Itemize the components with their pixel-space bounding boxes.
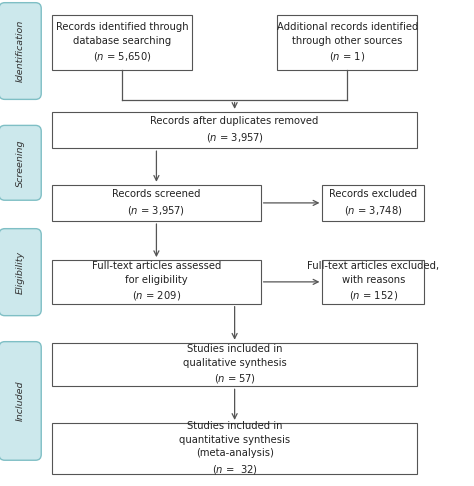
- Text: Eligibility: Eligibility: [16, 251, 25, 294]
- FancyBboxPatch shape: [0, 3, 41, 100]
- Text: Included: Included: [16, 381, 25, 421]
- FancyBboxPatch shape: [0, 229, 41, 316]
- FancyBboxPatch shape: [0, 342, 41, 460]
- FancyBboxPatch shape: [322, 185, 424, 221]
- Text: Full-text articles excluded,
with reasons
($n$ = 152): Full-text articles excluded, with reason…: [307, 261, 439, 302]
- FancyBboxPatch shape: [52, 15, 192, 70]
- FancyBboxPatch shape: [52, 260, 261, 304]
- Text: Studies included in
qualitative synthesis
($n$ = 57): Studies included in qualitative synthesi…: [183, 344, 286, 385]
- Text: Records excluded
($n$ = 3,748): Records excluded ($n$ = 3,748): [329, 189, 417, 217]
- Text: Screening: Screening: [16, 139, 25, 187]
- FancyBboxPatch shape: [277, 15, 417, 70]
- Text: Identification: Identification: [16, 20, 25, 82]
- FancyBboxPatch shape: [52, 185, 261, 221]
- Text: Records after duplicates removed
($n$ = 3,957): Records after duplicates removed ($n$ = …: [150, 116, 319, 144]
- FancyBboxPatch shape: [52, 112, 417, 148]
- FancyBboxPatch shape: [52, 423, 417, 474]
- FancyBboxPatch shape: [322, 260, 424, 304]
- Text: Studies included in
quantitative synthesis
(meta-analysis)
($n$ =  32): Studies included in quantitative synthes…: [179, 421, 290, 476]
- Text: Additional records identified
through other sources
($n$ = 1): Additional records identified through ot…: [276, 22, 418, 63]
- Text: Full-text articles assessed
for eligibility
($n$ = 209): Full-text articles assessed for eligibil…: [92, 261, 221, 302]
- Text: Records identified through
database searching
($n$ = 5,650): Records identified through database sear…: [56, 22, 188, 63]
- Text: Records screened
($n$ = 3,957): Records screened ($n$ = 3,957): [112, 189, 201, 217]
- FancyBboxPatch shape: [0, 125, 41, 200]
- FancyBboxPatch shape: [52, 343, 417, 386]
